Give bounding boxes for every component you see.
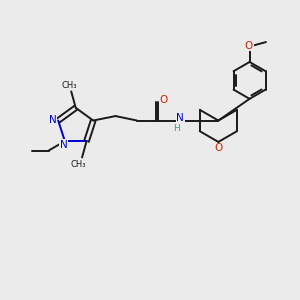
Text: CH₃: CH₃ [62, 81, 77, 90]
Text: N: N [59, 140, 67, 150]
Text: CH₃: CH₃ [71, 160, 86, 169]
Text: N: N [176, 113, 184, 123]
Text: O: O [214, 143, 223, 154]
Text: O: O [160, 95, 168, 105]
Text: N: N [49, 115, 57, 125]
Text: O: O [245, 40, 253, 51]
Text: H: H [173, 124, 179, 133]
